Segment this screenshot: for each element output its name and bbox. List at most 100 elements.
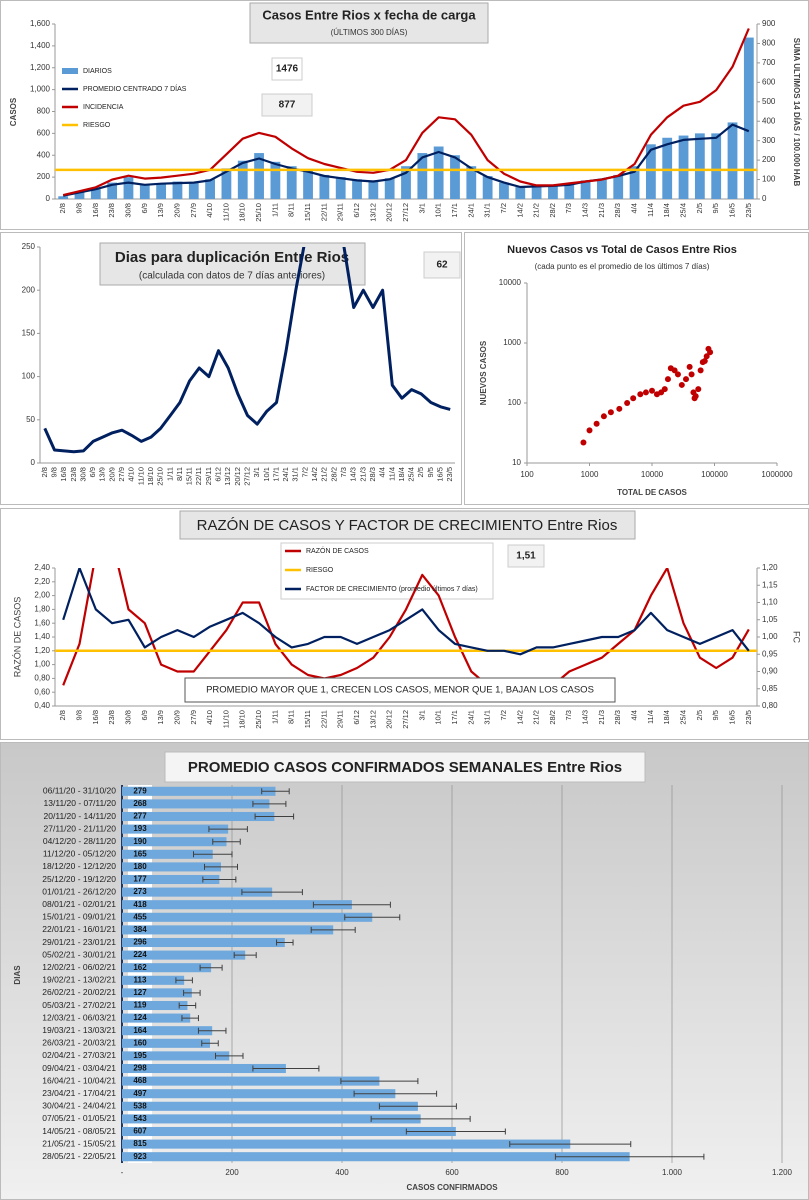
chart-title: Nuevos Casos vs Total de Casos Entre Rio… bbox=[507, 244, 737, 256]
x-tick-label: 18/10 bbox=[146, 467, 155, 486]
data-label: 180 bbox=[133, 862, 147, 871]
data-label: 119 bbox=[134, 1001, 147, 1010]
x-tick-label: 21/2 bbox=[320, 467, 329, 482]
y2-tick-label: 0 bbox=[762, 194, 767, 203]
y-tick-label: 05/02/21 - 30/01/21 bbox=[42, 949, 116, 959]
y2-tick-label: 600 bbox=[762, 77, 776, 86]
x-axis-label: CASOS CONFIRMADOS bbox=[406, 1183, 498, 1192]
bar bbox=[122, 862, 221, 872]
x-tick-label: 23/5 bbox=[744, 203, 753, 218]
point bbox=[607, 409, 614, 416]
y-tick-label: 23/04/21 - 17/04/21 bbox=[42, 1088, 116, 1098]
data-label: 224 bbox=[133, 950, 147, 959]
bar bbox=[548, 184, 558, 199]
point bbox=[580, 439, 587, 446]
y-tick-label: 200 bbox=[22, 285, 36, 294]
legend-label: RAZÓN DE CASOS bbox=[306, 546, 369, 555]
x-tick-label: 27/12 bbox=[401, 203, 410, 222]
x-tick-label: 10/1 bbox=[434, 710, 443, 725]
point bbox=[624, 400, 631, 406]
y-tick-label: 19/02/21 - 13/02/21 bbox=[42, 975, 116, 985]
y-tick-label: 21/05/21 - 15/05/21 bbox=[42, 1138, 116, 1148]
annotation: 62 bbox=[436, 260, 448, 271]
data-label: 165 bbox=[133, 849, 147, 858]
bar bbox=[319, 174, 330, 199]
x-tick-label: 14/2 bbox=[515, 203, 524, 218]
y2-tick-label: 0,80 bbox=[762, 701, 778, 710]
y-tick-label: 15/01/21 - 09/01/21 bbox=[42, 912, 116, 922]
point bbox=[674, 371, 681, 378]
y-tick-label: 05/03/21 - 27/02/21 bbox=[42, 1000, 116, 1010]
x-tick-label: 16/5 bbox=[727, 203, 736, 218]
y2-tick-label: 0,90 bbox=[762, 667, 778, 676]
legend-box bbox=[280, 542, 494, 600]
x-tick-label: 400 bbox=[335, 1168, 349, 1177]
x-tick-label: 18/10 bbox=[238, 710, 247, 729]
legend-label: INCIDENCIA bbox=[83, 104, 124, 111]
x-tick-label: 100 bbox=[520, 470, 534, 479]
bar bbox=[270, 161, 281, 199]
y-tick-label: 1,00 bbox=[34, 660, 50, 669]
y-tick-label: 0,80 bbox=[34, 674, 50, 683]
chart-title: Dias para duplicación Entre Rios bbox=[115, 249, 349, 266]
legend-label: RIESGO bbox=[306, 567, 334, 574]
y2-tick-label: 1,10 bbox=[762, 598, 778, 607]
x-tick-label: 29/11 bbox=[204, 467, 213, 485]
y-tick-label: 150 bbox=[22, 329, 36, 338]
x-tick-label: 8/11 bbox=[287, 203, 296, 217]
x-tick-label: 31/1 bbox=[483, 710, 492, 725]
x-tick-label: 18/4 bbox=[662, 203, 671, 218]
y-tick-label: 10000 bbox=[499, 278, 522, 287]
x-tick-label: 21/2 bbox=[532, 710, 541, 725]
x-tick-label: 18/4 bbox=[662, 710, 671, 725]
x-tick-label: 11/4 bbox=[646, 710, 655, 724]
legend-label: DIARIOS bbox=[83, 68, 112, 75]
x-tick-label: 6/12 bbox=[352, 203, 361, 218]
x-tick-label: 25/10 bbox=[254, 710, 263, 729]
x-tick-label: 4/10 bbox=[205, 710, 214, 725]
y-axis-label: NUEVOS CASOS bbox=[479, 340, 488, 405]
point bbox=[686, 363, 693, 370]
line bbox=[62, 28, 750, 197]
y-tick-label: 1,600 bbox=[30, 19, 51, 28]
bar bbox=[122, 1051, 230, 1061]
point bbox=[642, 389, 649, 396]
x-tick-label: 21/3 bbox=[358, 467, 367, 482]
data-label: 607 bbox=[133, 1127, 147, 1136]
data-label: 124 bbox=[133, 1013, 147, 1022]
bar bbox=[122, 811, 275, 822]
x-tick-label: 29/11 bbox=[336, 710, 345, 728]
point bbox=[616, 405, 623, 412]
annotation: PROMEDIO MAYOR QUE 1, CRECEN LOS CASOS, … bbox=[206, 685, 594, 696]
bar bbox=[122, 887, 273, 897]
point bbox=[649, 387, 655, 394]
y-tick-label: 0 bbox=[46, 194, 51, 203]
bar bbox=[743, 37, 754, 199]
point bbox=[701, 358, 708, 365]
x-tick-label: 18/4 bbox=[397, 467, 406, 482]
data-label: 268 bbox=[133, 799, 147, 808]
x-tick-label: 6/12 bbox=[214, 467, 223, 482]
bar bbox=[139, 184, 150, 199]
x-tick-label: 9/5 bbox=[711, 203, 720, 213]
data-label: 113 bbox=[134, 975, 147, 984]
title-box bbox=[179, 510, 636, 540]
data-label: 298 bbox=[133, 1064, 147, 1073]
data-label: 538 bbox=[133, 1101, 147, 1110]
bar bbox=[122, 1026, 213, 1036]
chart-title: PROMEDIO CASOS CONFIRMADOS SEMANALES Ent… bbox=[188, 759, 622, 776]
bar bbox=[613, 174, 624, 199]
x-tick-label: 29/11 bbox=[336, 203, 345, 221]
point bbox=[695, 386, 702, 393]
bar bbox=[107, 182, 118, 199]
bar bbox=[74, 192, 85, 199]
x-tick-label: 200 bbox=[225, 1168, 239, 1177]
y-tick-label: 200 bbox=[37, 172, 51, 181]
bar bbox=[645, 144, 656, 199]
bar bbox=[122, 1101, 418, 1111]
x-tick-label: 3/1 bbox=[417, 203, 426, 213]
bar bbox=[450, 155, 460, 199]
bar bbox=[122, 925, 334, 935]
y-tick-label: 50 bbox=[26, 415, 35, 424]
x-tick-label: 6/9 bbox=[88, 467, 97, 477]
